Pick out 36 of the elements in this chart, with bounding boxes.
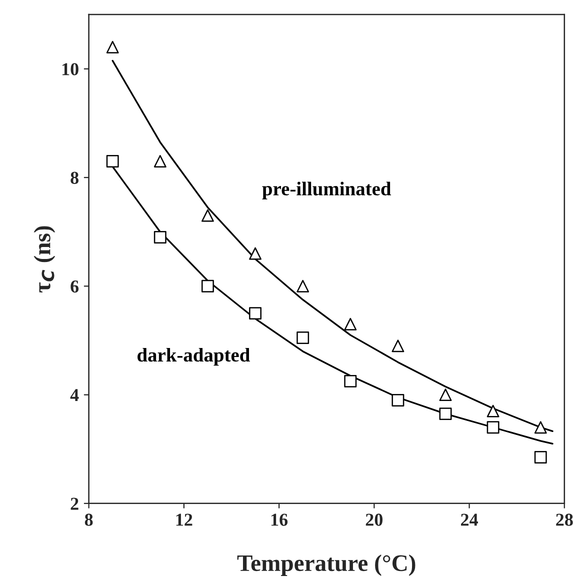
point [201,280,214,292]
y-tick-label: 8 [70,172,78,184]
x-tick-label: 28 [556,514,573,526]
x-axis-title: Temperature (°C) [237,554,416,576]
point [534,421,547,434]
point [486,404,500,418]
x-tick-label: 20 [366,514,383,526]
point [154,154,166,168]
point [344,374,357,388]
y-tick-label: 4 [70,389,79,402]
point [154,231,166,244]
point [392,394,404,406]
point [392,340,404,352]
y-axis-title: τ$_{C}$ (ns) [34,226,56,293]
y-tick-label: 2 [70,498,78,510]
x-tick-label: 12 [176,514,192,526]
point [439,408,452,420]
x-tick-label: 24 [461,514,478,526]
point [249,247,262,260]
point [486,421,500,434]
point [534,451,547,464]
point [249,307,262,320]
point [296,280,310,292]
line-series [112,60,554,432]
x-tick-label: 8 [84,514,93,526]
point [106,154,119,168]
text: pre-illuminated [262,182,392,200]
point [439,388,452,402]
point [106,40,119,54]
x-tick-label: 16 [271,514,288,526]
point [201,209,214,222]
point [296,332,310,344]
y-tick-label: 10 [62,63,78,76]
y-tick-label: 6 [70,280,79,293]
series-label: dark-adapted [138,348,250,366]
point [344,318,357,330]
